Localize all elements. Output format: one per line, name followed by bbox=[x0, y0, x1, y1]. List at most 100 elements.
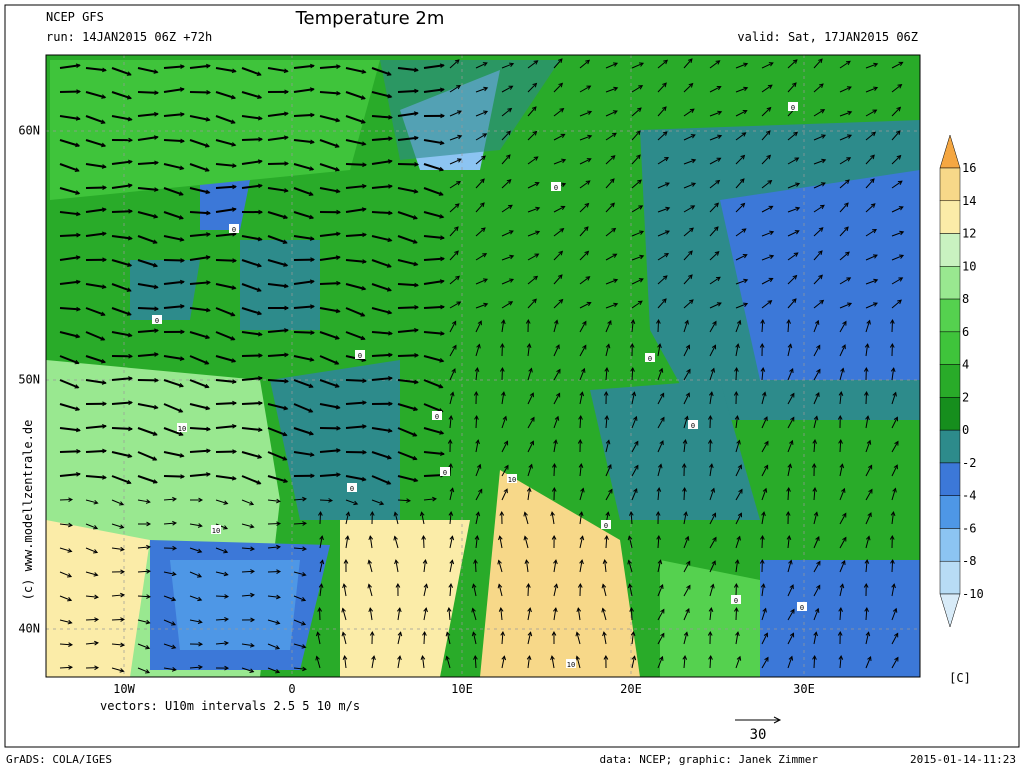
wind-arrow bbox=[163, 113, 185, 117]
wind-arrow bbox=[865, 632, 870, 645]
wind-arrow-head bbox=[603, 654, 609, 660]
wind-arrow-head bbox=[198, 664, 203, 670]
wind-arrow bbox=[657, 207, 670, 213]
wind-arrow bbox=[735, 367, 738, 381]
wind-arrow-head bbox=[178, 215, 184, 220]
wind-arrow bbox=[630, 607, 633, 621]
wind-arrow bbox=[111, 91, 132, 100]
wind-arrow-head bbox=[198, 497, 204, 503]
wind-arrow-head bbox=[257, 115, 263, 121]
wind-arrow-head bbox=[206, 280, 211, 285]
wind-arrow bbox=[319, 511, 322, 525]
contour-label: 0 bbox=[604, 522, 608, 530]
wind-arrow bbox=[631, 154, 641, 165]
wind-arrow-head bbox=[119, 546, 125, 552]
wind-arrow-head bbox=[613, 86, 619, 92]
wind-arrow bbox=[215, 259, 237, 262]
wind-arrow-head bbox=[528, 367, 533, 373]
wind-arrow-head bbox=[423, 607, 428, 613]
wind-arrow-head bbox=[172, 520, 177, 526]
wind-arrow-head bbox=[284, 352, 289, 358]
wind-arrow bbox=[683, 250, 693, 261]
wind-arrow bbox=[761, 633, 768, 645]
wind-arrow-head bbox=[662, 275, 668, 280]
reference-arrow-head bbox=[773, 716, 782, 724]
wind-arrow-head bbox=[310, 304, 315, 309]
wind-arrow-head bbox=[685, 344, 691, 350]
wind-arrow bbox=[657, 440, 664, 453]
wind-arrow bbox=[241, 115, 262, 120]
wind-arrow-head bbox=[179, 356, 185, 361]
wind-arrow-head bbox=[841, 559, 846, 565]
wind-arrow bbox=[319, 65, 341, 69]
wind-arrow-head bbox=[898, 61, 904, 67]
wind-arrow bbox=[813, 83, 824, 93]
wind-arrow-head bbox=[578, 511, 584, 517]
wind-arrow bbox=[813, 369, 821, 381]
wind-arrow-head bbox=[873, 278, 879, 284]
wind-arrow-head bbox=[735, 631, 740, 637]
wind-arrow bbox=[787, 656, 793, 669]
wind-arrow-head bbox=[716, 302, 722, 307]
wind-arrow bbox=[735, 63, 748, 69]
wind-arrow-head bbox=[688, 58, 693, 64]
wind-arrow-head bbox=[127, 332, 133, 338]
wind-arrow-head bbox=[557, 274, 563, 280]
wind-arrow bbox=[446, 632, 451, 645]
wind-arrow bbox=[111, 594, 124, 597]
wind-arrow bbox=[553, 206, 565, 213]
wind-arrow bbox=[137, 667, 150, 674]
wind-arrow-head bbox=[506, 179, 512, 184]
wind-arrow bbox=[631, 632, 634, 645]
contour-label-bg bbox=[601, 520, 611, 529]
wind-arrow bbox=[605, 87, 618, 93]
reference-value: 30 bbox=[750, 727, 767, 743]
wind-arrow-head bbox=[894, 440, 899, 446]
wind-arrow-head bbox=[535, 230, 541, 235]
wind-arrow-head bbox=[231, 94, 237, 100]
wind-arrow bbox=[267, 329, 289, 333]
wind-arrow bbox=[527, 156, 539, 165]
wind-arrow bbox=[865, 656, 872, 669]
wind-arrow-head bbox=[892, 391, 897, 397]
wind-arrow bbox=[628, 560, 633, 573]
wind-arrow bbox=[59, 233, 81, 237]
wind-arrow bbox=[839, 111, 852, 117]
wind-arrow bbox=[241, 643, 254, 647]
wind-arrow-head bbox=[550, 655, 555, 661]
wind-arrow-head bbox=[275, 669, 281, 674]
wind-arrow bbox=[657, 417, 665, 429]
wind-arrow-head bbox=[523, 535, 529, 541]
wind-arrow bbox=[449, 368, 456, 381]
wind-arrow bbox=[709, 135, 722, 141]
wind-arrow bbox=[709, 321, 717, 333]
wind-arrow bbox=[215, 331, 235, 341]
wind-arrow-head bbox=[531, 106, 537, 111]
wind-arrow bbox=[189, 427, 211, 431]
wind-arrow bbox=[501, 230, 514, 237]
wind-arrow-head bbox=[792, 274, 798, 280]
wind-arrow-head bbox=[388, 376, 393, 381]
wind-arrow-head bbox=[335, 117, 341, 123]
wind-arrow bbox=[111, 115, 132, 121]
wind-arrow bbox=[472, 584, 477, 597]
wind-arrow bbox=[111, 451, 132, 458]
wind-arrow bbox=[371, 160, 392, 165]
wind-arrow-head bbox=[439, 279, 445, 284]
wind-arrow-head bbox=[736, 319, 742, 325]
wind-arrow-head bbox=[794, 230, 800, 235]
wind-arrow-head bbox=[894, 656, 899, 662]
wind-arrow bbox=[137, 307, 159, 310]
wind-arrow bbox=[579, 276, 590, 285]
wind-arrow-head bbox=[204, 143, 210, 148]
wind-arrow-head bbox=[335, 404, 341, 410]
colorbar-label: 6 bbox=[962, 325, 969, 339]
wind-arrow-head bbox=[388, 401, 394, 407]
wind-arrow bbox=[371, 427, 392, 433]
wind-arrow-head bbox=[863, 582, 869, 588]
wind-arrow-head bbox=[153, 284, 159, 290]
wind-arrow bbox=[761, 465, 769, 477]
wind-arrow-head bbox=[815, 536, 820, 542]
wind-arrow bbox=[423, 498, 436, 501]
wind-arrow bbox=[605, 253, 617, 261]
